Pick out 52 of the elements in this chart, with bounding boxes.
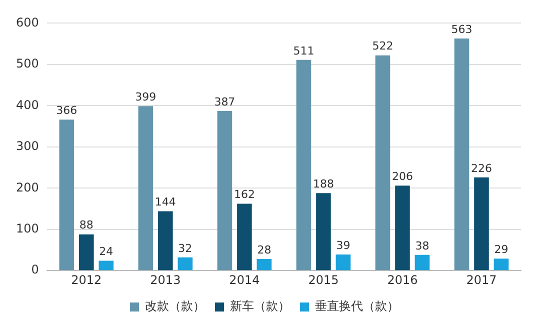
data-label: 387: [214, 95, 236, 108]
bar: [178, 257, 193, 270]
data-label: 511: [293, 44, 314, 58]
bar: [316, 193, 331, 270]
data-label: 162: [234, 188, 255, 202]
bar: [414, 254, 430, 270]
bar: [336, 254, 351, 270]
data-label: 24: [99, 245, 114, 258]
data-label: 144: [154, 196, 176, 209]
bar: [454, 38, 470, 270]
bar: [217, 111, 232, 270]
data-label: 206: [392, 170, 413, 184]
x-tick-label: 2017: [466, 272, 497, 287]
x-tick-label: 2015: [308, 272, 339, 287]
bar: [158, 211, 173, 270]
bar: [474, 177, 489, 270]
bar: [494, 258, 509, 270]
bar: [296, 60, 312, 270]
data-label: 39: [336, 238, 350, 252]
legend-label: 垂直换代（款）: [315, 299, 399, 314]
data-label: 366: [56, 104, 78, 118]
bar: [395, 186, 410, 270]
bar: [98, 260, 114, 270]
y-tick-label: 100: [16, 221, 39, 236]
data-label: 563: [451, 22, 472, 36]
y-tick-label: 500: [16, 56, 39, 71]
y-tick-label: 300: [16, 139, 39, 154]
x-tick-label: 2012: [71, 272, 102, 287]
bar: [138, 106, 154, 270]
bar: [256, 259, 272, 270]
data-label: 226: [470, 162, 492, 175]
data-label: 29: [494, 243, 508, 256]
legend-label: 新车（款）: [230, 299, 290, 314]
data-label: 28: [257, 243, 272, 256]
data-label: 188: [312, 177, 334, 190]
data-label: 522: [372, 40, 394, 53]
x-tick-label: 2013: [150, 272, 181, 287]
data-label: 88: [79, 218, 94, 232]
y-tick-label: 200: [16, 180, 39, 194]
x-tick-label: 2016: [387, 272, 418, 287]
y-tick-label: 600: [16, 15, 39, 30]
bar: [79, 234, 94, 270]
data-label: 38: [415, 239, 430, 252]
data-label: 399: [135, 90, 156, 104]
y-tick-label: 0: [31, 262, 39, 277]
bar: [59, 120, 74, 270]
bar: [237, 204, 252, 270]
y-tick-label: 400: [16, 98, 39, 112]
x-tick-label: 2014: [229, 272, 260, 287]
legend-label: 改款（款）: [145, 299, 205, 314]
data-label: 32: [178, 242, 192, 255]
bar: [375, 55, 390, 270]
